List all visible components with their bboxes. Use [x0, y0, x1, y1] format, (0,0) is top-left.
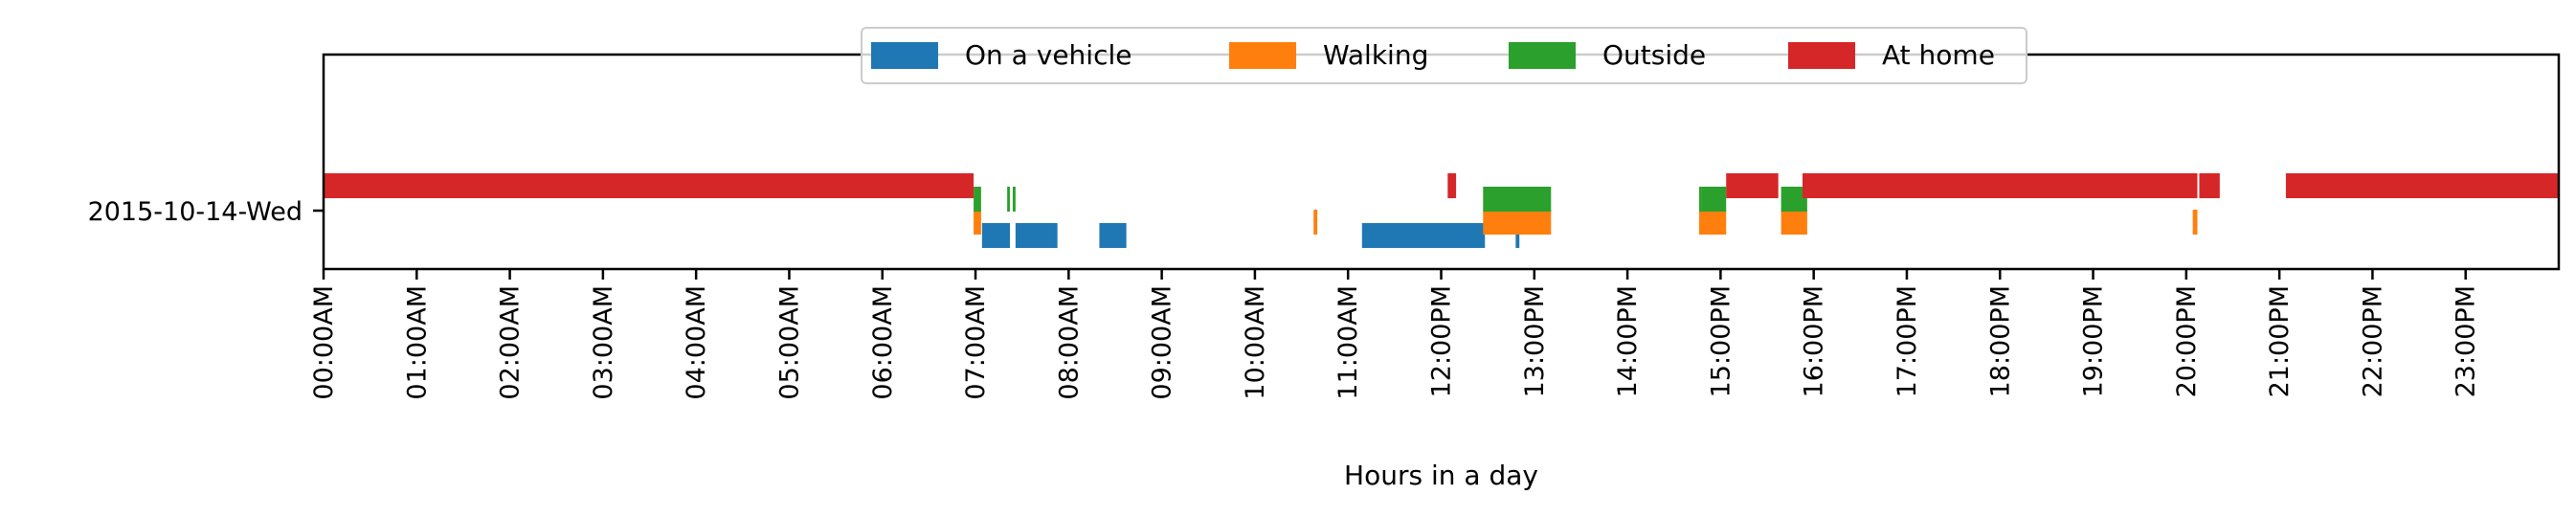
bar-walking-1	[1313, 210, 1318, 235]
bar-at-home-5	[2285, 173, 2559, 198]
legend-entry-on-a-vehicle: On a vehicle	[871, 39, 1131, 71]
x-tick-label: 01:00AM	[402, 285, 432, 400]
y-axis: 2015-10-14-Wed	[88, 197, 324, 227]
x-tick-label: 12:00PM	[1427, 285, 1457, 397]
x-tick-label: 23:00PM	[2452, 285, 2481, 397]
bar-walking-0	[974, 210, 981, 235]
x-tick-label: 19:00PM	[2079, 285, 2109, 397]
x-tick-label: 18:00PM	[1985, 285, 2015, 397]
x-tick-label: 13:00PM	[1520, 285, 1550, 397]
bar-outside-1	[1007, 187, 1011, 212]
bar-on-a-vehicle-3	[1361, 223, 1486, 248]
x-tick-label: 09:00AM	[1148, 285, 1177, 400]
bar-at-home-3	[1802, 173, 2198, 198]
x-tick-label: 03:00AM	[589, 285, 618, 400]
x-tick-label: 17:00PM	[1893, 285, 1922, 397]
x-tick-label: 00:00AM	[309, 285, 339, 400]
x-tick-label: 02:00AM	[496, 285, 526, 400]
legend-box	[861, 27, 2027, 84]
bar-outside-2	[1012, 187, 1016, 212]
bar-at-home-1	[1447, 173, 1457, 198]
legend-swatch	[1788, 42, 1855, 69]
bar-at-home-2	[1726, 173, 1779, 198]
x-tick-label: 11:00AM	[1333, 285, 1363, 400]
legend-swatch	[1229, 42, 1296, 69]
bar-outside-3	[1483, 187, 1552, 212]
bar-on-a-vehicle-2	[1099, 223, 1127, 248]
legend-label: Walking	[1323, 39, 1428, 71]
bar-outside-5	[1701, 187, 1727, 212]
legend-label: On a vehicle	[965, 39, 1131, 71]
bar-at-home-0	[324, 173, 974, 198]
x-tick-label: 10:00AM	[1241, 285, 1270, 400]
x-tick-label: 08:00AM	[1054, 285, 1084, 400]
bar-on-a-vehicle-1	[1015, 223, 1058, 248]
x-tick-label: 22:00PM	[2358, 285, 2387, 397]
bar-on-a-vehicle-4	[1515, 223, 1520, 248]
x-tick-label: 06:00AM	[868, 285, 898, 400]
legend-entry-outside: Outside	[1509, 39, 1706, 71]
x-tick-label: 16:00PM	[1800, 285, 1829, 397]
bar-walking-5	[2192, 210, 2198, 235]
y-tick-label: 2015-10-14-Wed	[88, 197, 302, 227]
legend-label: Outside	[1602, 39, 1706, 71]
x-axis-title: Hours in a day	[1344, 460, 1538, 491]
x-tick-label: 05:00AM	[774, 285, 804, 400]
bar-at-home-4	[2199, 173, 2220, 198]
legend-swatch	[1509, 42, 1576, 69]
x-tick-label: 04:00AM	[682, 285, 711, 400]
bar-outside-0	[974, 187, 981, 212]
bar-walking-3	[1698, 210, 1727, 235]
legend-entry-walking: Walking	[1229, 39, 1428, 71]
x-tick-label: 14:00PM	[1613, 285, 1643, 397]
x-tick-label: 15:00PM	[1706, 285, 1736, 397]
bar-on-a-vehicle-0	[981, 223, 1011, 248]
bar-walking-2	[1483, 210, 1552, 235]
x-axis: 00:00AM 01:00AM 02:00AM 03:00AM 04:00AM 05:00…	[309, 269, 2481, 400]
legend-entry-at-home: At home	[1788, 39, 1995, 71]
bar-outside-4	[1698, 187, 1702, 212]
x-tick-label: 21:00PM	[2265, 285, 2295, 397]
legend-swatch	[871, 42, 938, 69]
legend-label: At home	[1882, 39, 1995, 71]
bar-walking-4	[1781, 210, 1807, 235]
x-tick-label: 20:00PM	[2172, 285, 2202, 397]
bars-layer	[324, 173, 2559, 248]
legend: On a vehicle Walking Outside At home	[861, 27, 2027, 84]
x-tick-label: 07:00AM	[961, 285, 991, 400]
